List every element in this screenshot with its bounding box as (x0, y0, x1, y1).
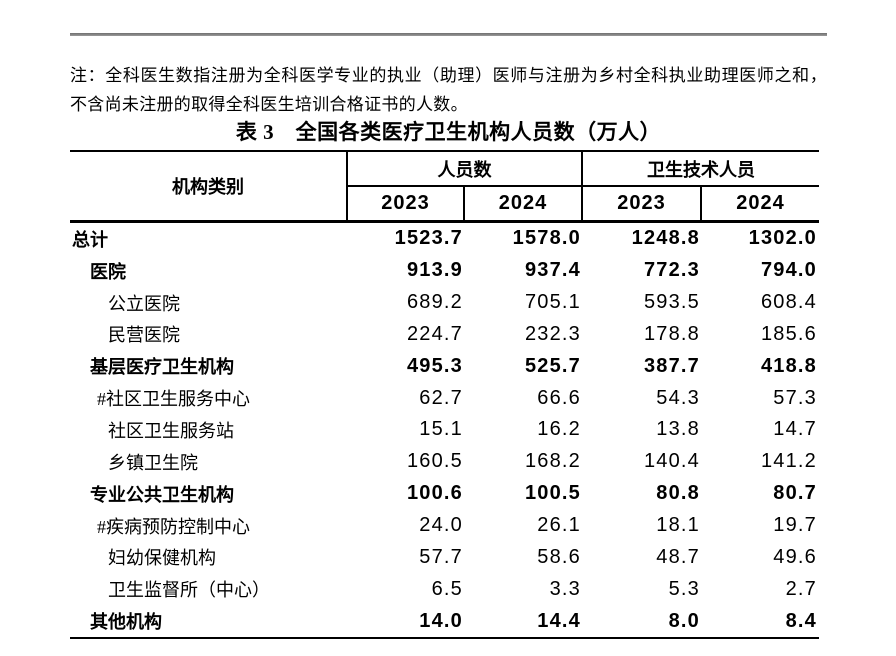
header-right-section: 人员数 卫生技术人员 2023 2024 2023 2024 (348, 152, 819, 220)
row-label: 乡镇卫生院 (108, 452, 198, 473)
value-cell: 58.6 (537, 545, 581, 568)
table-row: 公立医院 689.2 705.1 593.5 608.4 (70, 287, 819, 319)
table-row: #疾病预防控制中心 24.0 26.1 18.1 19.7 (70, 510, 819, 542)
value-cell: 495.3 (406, 354, 463, 377)
table-body: 总计 1523.7 1578.0 1248.8 1302.0 医院 913.9 937.4 77… (70, 223, 819, 639)
value-cell: 14.7 (773, 418, 817, 441)
value-cell: 19.7 (773, 514, 817, 537)
table-row: 卫生监督所（中心） 6.5 3.3 5.3 2.7 (70, 573, 819, 605)
table-row: 社区卫生服务站 15.1 16.2 13.8 14.7 (70, 414, 819, 446)
table-row: 总计 1523.7 1578.0 1248.8 1302.0 (70, 223, 819, 255)
value-cell: 8.4 (785, 609, 817, 632)
header-year-tech-2024: 2024 (736, 192, 785, 214)
top-divider-rule (70, 33, 827, 36)
row-label: 卫生监督所（中心） (108, 580, 270, 601)
value-cell: 6.5 (431, 577, 463, 600)
row-label: 基层医疗卫生机构 (90, 357, 234, 378)
value-cell: 1523.7 (394, 227, 463, 250)
value-cell: 178.8 (643, 322, 700, 345)
value-cell: 185.6 (760, 322, 817, 345)
table-row: 民营医院 224.7 232.3 178.8 185.6 (70, 319, 819, 351)
header-institution-category: 机构类别 (70, 152, 348, 220)
value-cell: 80.7 (773, 482, 817, 505)
header-year-personnel-2023: 2023 (348, 187, 465, 220)
table-row: 乡镇卫生院 160.5 168.2 140.4 141.2 (70, 446, 819, 478)
value-cell: 772.3 (643, 259, 700, 282)
value-cell: 418.8 (760, 354, 817, 377)
value-cell: 168.2 (524, 450, 581, 473)
value-cell: 387.7 (643, 354, 700, 377)
row-label: 社区卫生服务站 (108, 420, 234, 441)
row-label: 总计 (72, 229, 108, 250)
value-cell: 100.5 (524, 482, 581, 505)
row-label: 妇幼保健机构 (108, 548, 216, 569)
value-cell: 2.7 (785, 577, 817, 600)
row-label: 医院 (90, 261, 126, 282)
row-label: #社区卫生服务中心 (97, 389, 250, 410)
value-cell: 66.6 (537, 386, 581, 409)
table-row: #社区卫生服务中心 62.7 66.6 54.3 57.3 (70, 382, 819, 414)
row-label: 民营医院 (108, 325, 180, 346)
value-cell: 525.7 (524, 354, 581, 377)
value-cell: 57.7 (419, 545, 463, 568)
value-cell: 18.1 (656, 514, 700, 537)
header-group-row: 人员数 卫生技术人员 (348, 152, 819, 187)
header-year-row: 2023 2024 2023 2024 (348, 187, 819, 220)
value-cell: 48.7 (656, 545, 700, 568)
table-row: 其他机构 14.0 14.4 8.0 8.4 (70, 605, 819, 637)
value-cell: 15.1 (419, 418, 463, 441)
row-label: #疾病预防控制中心 (97, 516, 250, 537)
value-cell: 24.0 (419, 514, 463, 537)
value-cell: 8.0 (668, 609, 700, 632)
table-footnote: 注：全科医生数指注册为全科医学专业的执业（助理）医师与注册为乡村全科执业助理医师… (70, 66, 827, 114)
value-cell: 794.0 (760, 259, 817, 282)
value-cell: 14.0 (419, 609, 463, 632)
table-row: 基层医疗卫生机构 495.3 525.7 387.7 418.8 (70, 350, 819, 382)
value-cell: 913.9 (406, 259, 463, 282)
table-row: 专业公共卫生机构 100.6 100.5 80.8 80.7 (70, 478, 819, 510)
value-cell: 5.3 (668, 577, 700, 600)
value-cell: 608.4 (760, 291, 817, 314)
header-group-health-technicians: 卫生技术人员 (647, 159, 755, 180)
row-label: 公立医院 (108, 293, 180, 314)
value-cell: 689.2 (406, 291, 463, 314)
value-cell: 13.8 (656, 418, 700, 441)
value-cell: 1578.0 (512, 227, 581, 250)
value-cell: 232.3 (524, 322, 581, 345)
value-cell: 937.4 (524, 259, 581, 282)
value-cell: 100.6 (406, 482, 463, 505)
header-group-personnel: 人员数 (348, 152, 583, 185)
value-cell: 140.4 (643, 450, 700, 473)
value-cell: 3.3 (549, 577, 581, 600)
value-cell: 141.2 (760, 450, 817, 473)
table-row: 医院 913.9 937.4 772.3 794.0 (70, 255, 819, 287)
value-cell: 1302.0 (748, 227, 817, 250)
table-header: 机构类别 人员数 卫生技术人员 2023 2024 2023 2024 (70, 150, 819, 223)
value-cell: 705.1 (524, 291, 581, 314)
value-cell: 49.6 (773, 545, 817, 568)
value-cell: 160.5 (406, 450, 463, 473)
value-cell: 26.1 (537, 514, 581, 537)
header-year-tech-2023: 2023 (583, 187, 702, 220)
value-cell: 16.2 (537, 418, 581, 441)
value-cell: 224.7 (406, 322, 463, 345)
value-cell: 1248.8 (631, 227, 700, 250)
table-title: 表 3 全国各类医疗卫生机构人员数（万人） (235, 120, 662, 144)
personnel-table: 机构类别 人员数 卫生技术人员 2023 2024 2023 2024 总计 15… (70, 150, 819, 639)
value-cell: 62.7 (419, 386, 463, 409)
table-row: 妇幼保健机构 57.7 58.6 48.7 49.6 (70, 541, 819, 573)
value-cell: 80.8 (656, 482, 700, 505)
row-label: 专业公共卫生机构 (90, 484, 234, 505)
value-cell: 54.3 (656, 386, 700, 409)
value-cell: 14.4 (537, 609, 581, 632)
value-cell: 593.5 (643, 291, 700, 314)
row-label: 其他机构 (90, 612, 162, 633)
value-cell: 57.3 (773, 386, 817, 409)
header-year-personnel-2024: 2024 (465, 187, 583, 220)
